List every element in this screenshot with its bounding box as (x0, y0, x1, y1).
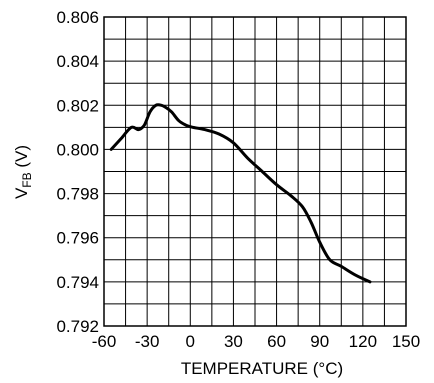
y-tick-label: 0.792 (56, 317, 99, 336)
x-axis-label: TEMPERATURE (°C) (181, 359, 343, 378)
y-tick-label: 0.806 (56, 8, 99, 27)
y-tick-labels: 0.806 0.804 0.802 0.800 0.798 0.796 0.794 0.792 (56, 8, 99, 336)
x-tick-label: 150 (392, 332, 420, 351)
x-tick-label: 90 (310, 332, 329, 351)
x-tick-label: 30 (224, 332, 243, 351)
y-tick-label: 0.798 (56, 185, 99, 204)
y-axis-label-main: V (12, 187, 31, 199)
y-tick-label: 0.800 (56, 140, 99, 159)
y-tick-label: 0.804 (56, 52, 99, 71)
y-axis-label: VFB (V) (12, 145, 34, 199)
x-tick-label: -60 (92, 332, 117, 351)
series-line (109, 103, 372, 284)
x-tick-label: 0 (186, 332, 195, 351)
grid (104, 17, 406, 326)
x-tick-label: 120 (349, 332, 377, 351)
y-tick-label: 0.794 (56, 273, 99, 292)
y-axis-label-sub: FB (20, 172, 34, 187)
y-axis-label-unit: (V) (12, 145, 31, 172)
x-tick-labels: -60 -30 0 30 60 90 120 150 (92, 332, 420, 351)
x-tick-label: -30 (135, 332, 160, 351)
x-tick-label: 60 (267, 332, 286, 351)
y-tick-label: 0.802 (56, 96, 99, 115)
plot-frame (103, 16, 407, 327)
y-tick-label: 0.796 (56, 229, 99, 248)
